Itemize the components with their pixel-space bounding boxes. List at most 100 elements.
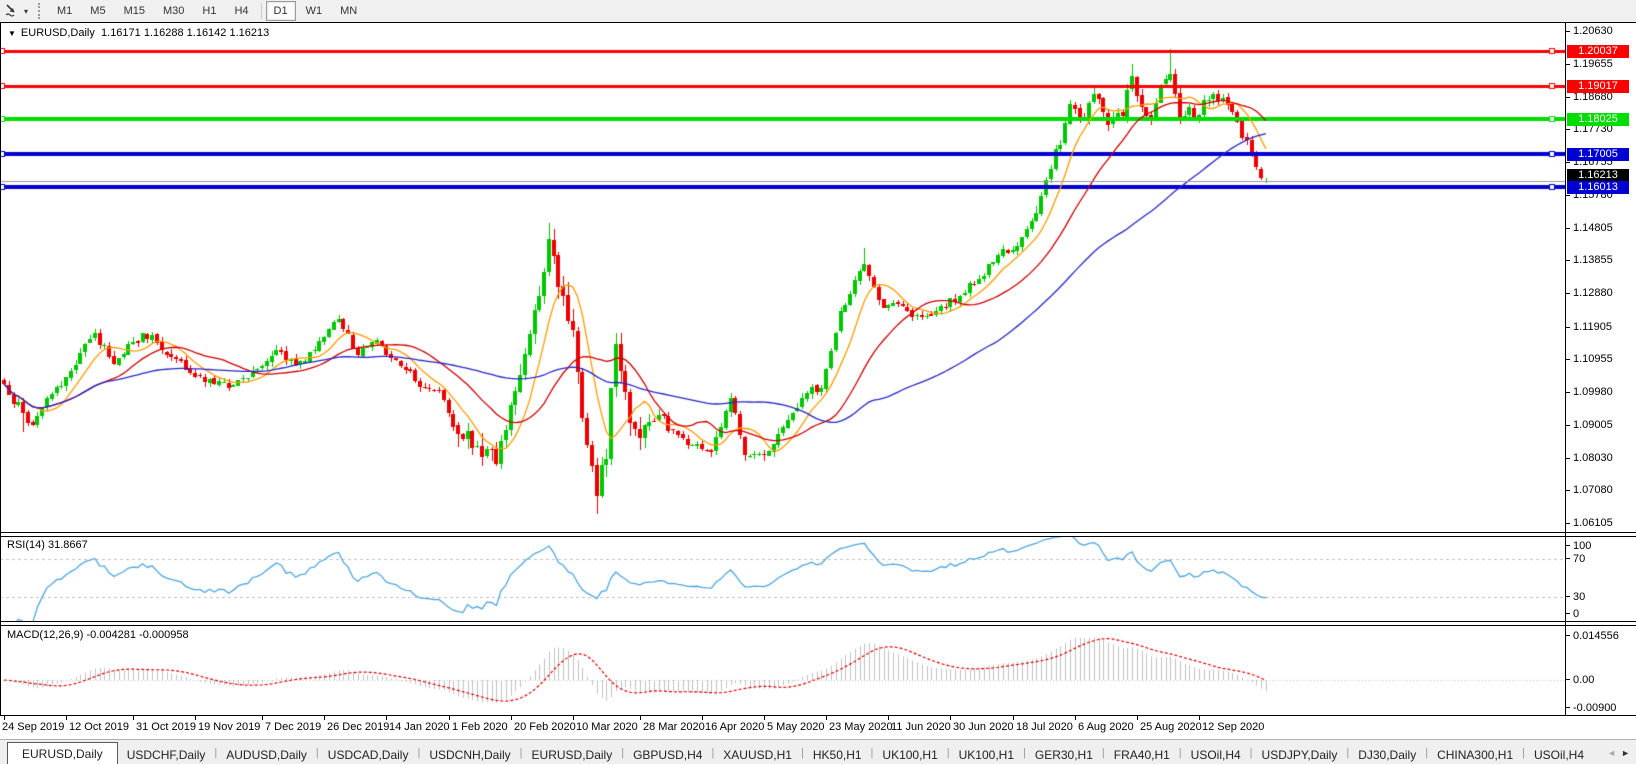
tab-scroll-left-icon[interactable]: ◄ bbox=[1607, 747, 1617, 758]
chart-tab-usdchf-daily[interactable]: USDCHF,Daily bbox=[126, 748, 206, 762]
tab-separator: | bbox=[1249, 746, 1253, 759]
date-tick-mark bbox=[1075, 716, 1076, 720]
date-tick-label: 25 Aug 2020 bbox=[1140, 721, 1202, 733]
macd-tick-label: -0.00900 bbox=[1573, 702, 1617, 714]
date-tick-label: 14 Jan 2020 bbox=[389, 721, 450, 733]
date-tick-mark bbox=[888, 716, 889, 720]
chart-tab-bar: EURUSD,Daily USDCHF,Daily | AUDUSD,Daily | US… bbox=[0, 739, 1636, 764]
rsi-canvas[interactable] bbox=[0, 537, 1565, 621]
tab-separator: | bbox=[621, 746, 625, 759]
date-tick-mark bbox=[573, 716, 574, 720]
chart-tool-group: ▾ bbox=[0, 0, 32, 22]
chart-tab-ger30-h1[interactable]: GER30,H1 bbox=[1034, 748, 1093, 762]
rsi-tick-dash bbox=[1565, 613, 1570, 614]
timeframe-button-H1[interactable]: H1 bbox=[202, 5, 217, 17]
macd-tick-dash bbox=[1565, 679, 1570, 680]
chart-tab-fra40-h1[interactable]: FRA40,H1 bbox=[1113, 748, 1170, 762]
tab-separator: | bbox=[1101, 746, 1105, 759]
price-tick-label: 1.10955 bbox=[1573, 352, 1613, 365]
chart-tab-usdcnh-daily[interactable]: USDCNH,Daily bbox=[429, 748, 511, 762]
main-rsi-splitter[interactable] bbox=[0, 532, 1636, 533]
price-tick-label: 1.19655 bbox=[1573, 58, 1613, 71]
date-tick-label: 1 Feb 2020 bbox=[452, 721, 508, 733]
hline-price-label: 1.20037 bbox=[1567, 45, 1629, 59]
price-tick-dash bbox=[1565, 260, 1570, 262]
rsi-tick-label: 100 bbox=[1573, 540, 1592, 552]
price-tick-label: 1.13855 bbox=[1573, 254, 1613, 267]
tab-separator: | bbox=[1425, 746, 1429, 759]
date-tick-label: 24 Sep 2019 bbox=[2, 721, 65, 733]
price-tick-label: 1.18680 bbox=[1573, 91, 1613, 104]
tool-dropdown-arrow-icon[interactable]: ▾ bbox=[24, 6, 29, 16]
price-tick-label: 1.07080 bbox=[1573, 483, 1613, 496]
chart-tab-hk50-h1[interactable]: HK50,H1 bbox=[812, 748, 862, 762]
rsi-macd-splitter[interactable] bbox=[0, 621, 1636, 622]
price-tick-label: 1.12880 bbox=[1573, 287, 1613, 300]
date-tick-label: 19 Nov 2019 bbox=[198, 721, 261, 733]
price-tick-dash bbox=[1565, 162, 1570, 164]
chart-tab-china300-h1[interactable]: CHINA300,H1 bbox=[1437, 748, 1514, 762]
price-tick-label: 1.20630 bbox=[1573, 25, 1613, 37]
chart-tab-uk100-h1[interactable]: UK100,H1 bbox=[882, 748, 938, 762]
price-tick-label: 1.09980 bbox=[1573, 385, 1613, 398]
chart-tab-usdjpy-daily[interactable]: USDJPY,Daily bbox=[1261, 748, 1338, 762]
crosshair-tool-icon[interactable] bbox=[4, 3, 22, 19]
rsi-tick-label: 0 bbox=[1573, 608, 1580, 620]
chart-tab-gbpusd-h4[interactable]: GBPUSD,H4 bbox=[633, 748, 703, 762]
chart-tab-usoil-h4[interactable]: USOil,H4 bbox=[1190, 748, 1241, 762]
chart-title-symbol: EURUSD,Daily bbox=[20, 27, 95, 39]
macd-indicator-label: MACD(12,26,9) -0.004281 -0.000958 bbox=[7, 629, 189, 641]
price-tick-dash bbox=[1565, 457, 1570, 459]
price-tick-label: 1.17730 bbox=[1573, 123, 1613, 136]
tab-separator: | bbox=[711, 746, 715, 759]
tab-scroll-arrows: ◄ ► bbox=[1596, 747, 1636, 759]
tab-separator: | bbox=[1023, 746, 1026, 759]
timeframe-button-M1[interactable]: M1 bbox=[57, 5, 73, 17]
price-tick-label: 1.14805 bbox=[1573, 222, 1613, 235]
price-tick-dash bbox=[1565, 358, 1570, 360]
date-tick-label: 12 Oct 2019 bbox=[69, 721, 129, 733]
date-tick-mark bbox=[640, 716, 641, 720]
timeframe-button-M30[interactable]: M30 bbox=[162, 5, 185, 17]
timeframe-button-D1[interactable]: D1 bbox=[265, 1, 296, 21]
timeframe-button-MN[interactable]: MN bbox=[340, 5, 358, 17]
date-tick-label: 10 Mar 2020 bbox=[576, 721, 638, 733]
chart-title: ▼ EURUSD,Daily 1.16171 1.16288 1.16142 1.… bbox=[8, 27, 269, 39]
date-tick-label: 26 Dec 2019 bbox=[327, 721, 390, 733]
price-tick-dash bbox=[1565, 195, 1570, 197]
date-tick-label: 23 May 2020 bbox=[829, 721, 893, 733]
price-tick-dash bbox=[1565, 64, 1570, 66]
rsi-tick-dash bbox=[1565, 545, 1570, 546]
chart-tab-eurusd-daily[interactable]: EURUSD,Daily bbox=[7, 742, 118, 764]
chart-tab-eurusd-daily[interactable]: EURUSD,Daily bbox=[531, 748, 613, 762]
chart-tab-audusd-daily[interactable]: AUDUSD,Daily bbox=[226, 748, 307, 762]
macd-bottom-border bbox=[0, 715, 1636, 716]
date-tick-mark bbox=[764, 716, 765, 720]
macd-tick-label: 0.00 bbox=[1573, 674, 1595, 686]
macd-tick-label: 0.014556 bbox=[1573, 630, 1619, 642]
timeframe-button-group: M1 M5 M15 M30 H1 H4 D1 W1 MN bbox=[48, 1, 366, 21]
timeframe-button-M5[interactable]: M5 bbox=[90, 5, 106, 17]
rsi-indicator-label: RSI(14) 31.8667 bbox=[7, 539, 88, 551]
chart-tab-usoil-h4[interactable]: USOil,H4 bbox=[1533, 748, 1584, 762]
main-rsi-splitter-line2[interactable] bbox=[0, 536, 1636, 537]
collapse-arrow-icon[interactable]: ▼ bbox=[8, 29, 16, 38]
current-price-label: 1.16213 bbox=[1567, 168, 1629, 182]
tab-separator: | bbox=[519, 746, 523, 759]
timeframe-button-M15[interactable]: M15 bbox=[123, 5, 145, 17]
tab-separator: | bbox=[214, 746, 218, 759]
price-tick-dash bbox=[1565, 522, 1570, 524]
toolbar-grip[interactable] bbox=[38, 3, 44, 19]
timeframe-button-H4[interactable]: H4 bbox=[234, 5, 249, 17]
macd-canvas[interactable] bbox=[0, 626, 1565, 715]
rsi-macd-splitter-line2[interactable] bbox=[0, 625, 1636, 626]
chart-tab-usdcad-daily[interactable]: USDCAD,Daily bbox=[327, 748, 409, 762]
date-tick-mark bbox=[1199, 716, 1200, 720]
chart-tab-dj30-daily[interactable]: DJ30,Daily bbox=[1358, 748, 1417, 762]
date-tick-label: 5 May 2020 bbox=[767, 721, 825, 733]
price-chart-canvas[interactable] bbox=[0, 23, 1565, 532]
tab-scroll-right-icon[interactable]: ► bbox=[1621, 747, 1630, 758]
chart-tab-uk100-h1[interactable]: UK100,H1 bbox=[958, 748, 1015, 762]
timeframe-button-W1[interactable]: W1 bbox=[305, 5, 323, 17]
chart-tab-xauusd-h1[interactable]: XAUUSD,H1 bbox=[723, 748, 792, 762]
